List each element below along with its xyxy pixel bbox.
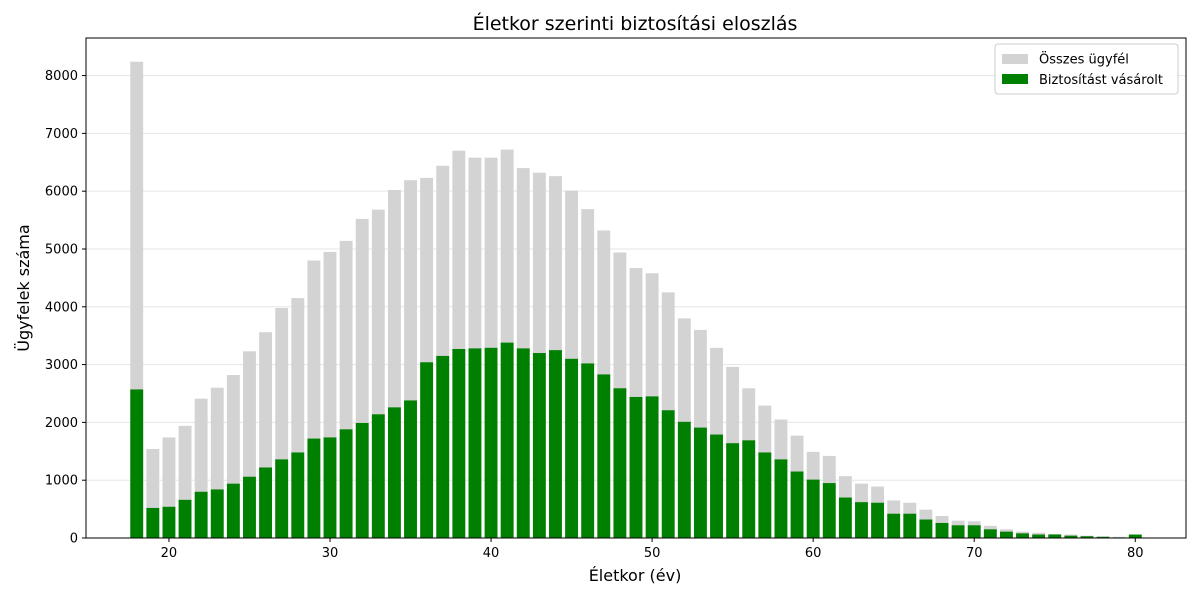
- y-tick-label: 5000: [45, 242, 78, 257]
- y-tick-label: 4000: [45, 300, 78, 315]
- bar-purchased: [855, 502, 868, 538]
- bar-purchased: [758, 452, 772, 538]
- bars-layer: [130, 61, 1142, 539]
- bar-purchased: [178, 499, 192, 538]
- bar-purchased: [919, 519, 933, 538]
- bar-purchased: [629, 396, 643, 538]
- bar-purchased: [774, 459, 788, 538]
- bar-purchased: [452, 348, 466, 538]
- x-axis: 20 30 40 50 60 70 80: [161, 538, 1144, 561]
- y-tick-label: 2000: [45, 416, 78, 431]
- bar-purchased: [661, 410, 675, 538]
- bar-purchased: [838, 497, 852, 538]
- bar-purchased: [693, 427, 707, 538]
- bar-purchased: [162, 506, 176, 538]
- x-tick-label: 70: [966, 546, 983, 561]
- bar-purchased: [677, 421, 691, 538]
- bar-purchased: [500, 342, 514, 538]
- x-tick-label: 60: [805, 546, 822, 561]
- bar-purchased: [516, 348, 530, 538]
- x-tick-label: 40: [483, 546, 500, 561]
- bar-purchased: [1048, 534, 1062, 538]
- x-axis-label: Életkor (év): [589, 566, 682, 585]
- legend-frame: [994, 43, 1179, 95]
- bar-purchased: [339, 429, 353, 538]
- bar-purchased: [275, 459, 289, 538]
- bar-purchased: [291, 452, 305, 538]
- bar-purchased: [484, 347, 498, 538]
- x-tick-label: 80: [1127, 546, 1144, 561]
- bar-purchased: [387, 407, 401, 538]
- bar-purchased: [1064, 535, 1078, 538]
- y-tick-label: 0: [70, 532, 78, 547]
- bar-purchased: [999, 531, 1013, 538]
- bar-purchased: [983, 529, 997, 538]
- bar-purchased: [210, 489, 224, 538]
- bar-purchased: [226, 483, 240, 538]
- y-tick-label: 3000: [45, 358, 78, 373]
- y-axis-label: Ügyfelek száma: [14, 224, 33, 351]
- x-tick-label: 20: [161, 546, 178, 561]
- bar-purchased: [710, 434, 723, 538]
- bar-purchased: [243, 476, 256, 538]
- bar-purchased: [468, 348, 482, 538]
- legend-swatch-total: [1002, 54, 1028, 64]
- bar-purchased: [130, 389, 144, 538]
- bar-purchased: [146, 507, 160, 538]
- legend-label-purchased: Biztosítást vásárolt: [1039, 73, 1163, 88]
- bar-purchased: [951, 525, 965, 538]
- y-axis: 0 1000 2000 3000 4000 5000 6000 7000 8000: [45, 69, 86, 547]
- bar-purchased: [1032, 534, 1046, 538]
- bar-purchased: [790, 471, 804, 538]
- bar-purchased: [1096, 536, 1110, 538]
- bar-purchased: [742, 440, 756, 538]
- bar-purchased: [307, 438, 321, 538]
- bar-purchased: [420, 362, 434, 538]
- bar-purchased: [371, 414, 385, 538]
- bar-purchased: [887, 513, 901, 538]
- legend-swatch-purchased: [1002, 74, 1028, 84]
- bar-purchased: [597, 374, 611, 538]
- bar-purchased: [581, 363, 595, 538]
- bar-purchased: [726, 443, 740, 538]
- bar-purchased: [1128, 534, 1142, 538]
- bar-purchased: [194, 491, 208, 538]
- bar-purchased: [967, 525, 981, 538]
- bar-purchased: [355, 422, 369, 538]
- bar-purchased: [935, 522, 949, 538]
- bar-purchased: [1016, 533, 1029, 538]
- bar-purchased: [532, 353, 546, 538]
- chart-title: Életkor szerinti biztosítási eloszlás: [473, 12, 798, 35]
- bar-purchased: [645, 396, 659, 538]
- x-tick-label: 50: [644, 546, 661, 561]
- bar-purchased: [549, 350, 562, 538]
- x-tick-label: 30: [322, 546, 339, 561]
- bar-purchased: [871, 502, 885, 538]
- bar-purchased: [436, 355, 450, 538]
- legend-label-total: Összes ügyfél: [1039, 51, 1129, 68]
- bar-purchased: [565, 358, 579, 538]
- y-tick-label: 7000: [45, 127, 78, 142]
- bar-purchased: [613, 388, 627, 538]
- plot-frame: [85, 37, 1187, 539]
- bar-purchased: [259, 467, 273, 538]
- y-tick-label: 1000: [45, 474, 78, 489]
- bar-purchased: [903, 513, 917, 538]
- bar-purchased: [822, 483, 836, 538]
- y-tick-label: 8000: [45, 69, 78, 84]
- bar-purchased: [1080, 536, 1094, 538]
- legend: Összes ügyfél Biztosítást vásárolt: [994, 43, 1179, 95]
- y-tick-label: 6000: [45, 185, 78, 200]
- bar-purchased: [806, 479, 820, 538]
- bar-purchased: [323, 437, 337, 538]
- bar-purchased: [404, 400, 417, 538]
